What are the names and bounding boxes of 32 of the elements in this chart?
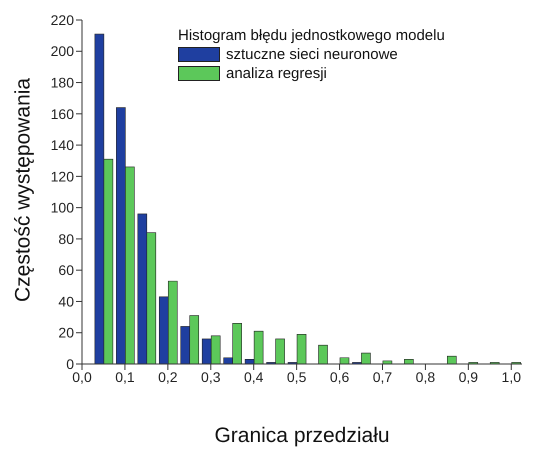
x-axis-title: Granica przedziału	[214, 424, 390, 447]
x-tick-label: 0,0	[72, 368, 92, 385]
x-tick-label: 0,1	[115, 368, 135, 385]
y-tick-label: 20	[58, 324, 74, 341]
x-tick-label: 0,3	[201, 368, 221, 385]
x-tick-label: 1,0	[502, 368, 522, 385]
x-tick-label: 0,6	[330, 368, 350, 385]
x-tick-label: 0,5	[286, 368, 307, 385]
y-axis-title: Częstość występowania	[11, 78, 34, 302]
bar	[340, 357, 350, 364]
bar	[318, 344, 328, 364]
bar	[446, 356, 457, 364]
y-tick-label: 100	[50, 200, 74, 216]
y-tick-label: 180	[50, 74, 74, 91]
y-tick-label: 80	[58, 230, 74, 247]
legend-label: analiza regresji	[226, 64, 327, 83]
x-tick-label: 0,4	[244, 368, 264, 385]
bar	[404, 359, 414, 364]
x-tick-label: 0,8	[416, 368, 436, 385]
y-tick-label: 0	[66, 356, 74, 372]
y-tick-label: 220	[50, 12, 74, 28]
y-tick-label: 40	[58, 293, 74, 310]
x-tick-label: 0,7	[372, 368, 392, 385]
legend-label: sztuczne sieci neuronowe	[226, 45, 398, 64]
x-tick-label: 0,9	[458, 368, 478, 385]
y-tick-label: 200	[50, 43, 74, 60]
legend-title: Histogram błędu jednostkowego modelu	[178, 26, 446, 45]
y-tick-label: 140	[50, 137, 74, 154]
x-tick-label: 0,2	[158, 368, 178, 385]
y-tick-label: 120	[50, 168, 74, 184]
y-tick-label: 160	[50, 106, 74, 122]
y-tick-label: 60	[58, 262, 74, 278]
